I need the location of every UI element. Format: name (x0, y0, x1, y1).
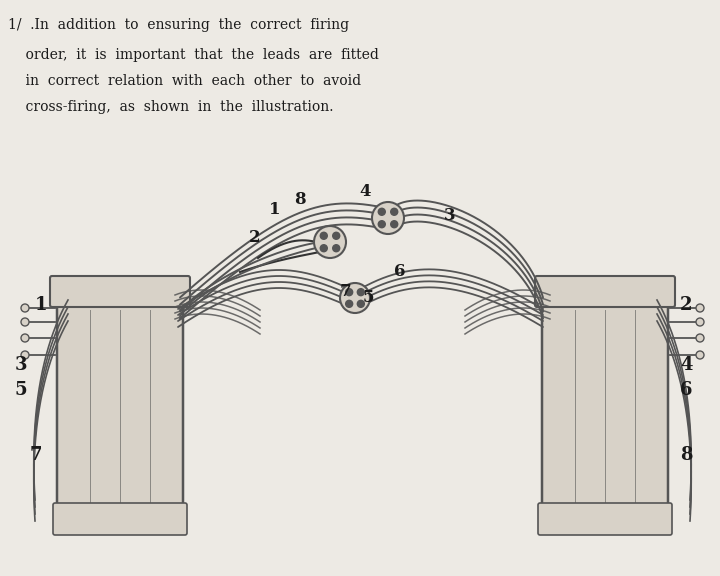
Circle shape (696, 304, 704, 312)
Circle shape (320, 245, 328, 252)
Text: 7: 7 (339, 283, 351, 301)
Circle shape (314, 226, 346, 258)
Circle shape (696, 351, 704, 359)
Text: 8: 8 (680, 446, 693, 464)
Circle shape (21, 318, 29, 326)
Text: order,  it  is  important  that  the  leads  are  fitted: order, it is important that the leads ar… (8, 48, 379, 62)
Text: 2: 2 (249, 229, 261, 247)
Circle shape (21, 334, 29, 342)
Text: 6: 6 (680, 381, 693, 399)
FancyBboxPatch shape (57, 297, 183, 533)
FancyBboxPatch shape (542, 297, 668, 533)
Text: 1: 1 (35, 296, 48, 314)
Text: 4: 4 (680, 356, 693, 374)
Circle shape (333, 245, 340, 252)
FancyBboxPatch shape (53, 503, 187, 535)
Circle shape (346, 289, 353, 295)
Circle shape (21, 351, 29, 359)
Circle shape (333, 232, 340, 239)
Text: 5: 5 (362, 290, 374, 306)
Circle shape (320, 232, 328, 239)
Circle shape (696, 334, 704, 342)
Text: 1/  .In  addition  to  ensuring  the  correct  firing: 1/ .In addition to ensuring the correct … (8, 18, 349, 32)
FancyBboxPatch shape (535, 276, 675, 307)
Circle shape (357, 289, 364, 295)
Text: 3: 3 (15, 356, 27, 374)
Text: cross-firing,  as  shown  in  the  illustration.: cross-firing, as shown in the illustrati… (8, 100, 333, 114)
Text: in  correct  relation  with  each  other  to  avoid: in correct relation with each other to a… (8, 74, 361, 88)
Text: 2: 2 (680, 296, 693, 314)
Text: 5: 5 (15, 381, 27, 399)
Text: 8: 8 (294, 191, 306, 209)
Circle shape (346, 300, 353, 308)
Circle shape (391, 221, 397, 228)
Circle shape (391, 209, 397, 215)
Text: 6: 6 (395, 263, 406, 281)
Circle shape (378, 221, 385, 228)
FancyBboxPatch shape (50, 276, 190, 307)
Text: 1: 1 (269, 202, 281, 218)
Circle shape (372, 202, 404, 234)
Circle shape (357, 300, 364, 308)
Text: 3: 3 (444, 207, 456, 223)
Circle shape (340, 283, 370, 313)
Text: 7: 7 (30, 446, 42, 464)
Circle shape (21, 304, 29, 312)
Text: 4: 4 (359, 184, 371, 200)
Circle shape (696, 318, 704, 326)
FancyBboxPatch shape (538, 503, 672, 535)
Circle shape (378, 209, 385, 215)
